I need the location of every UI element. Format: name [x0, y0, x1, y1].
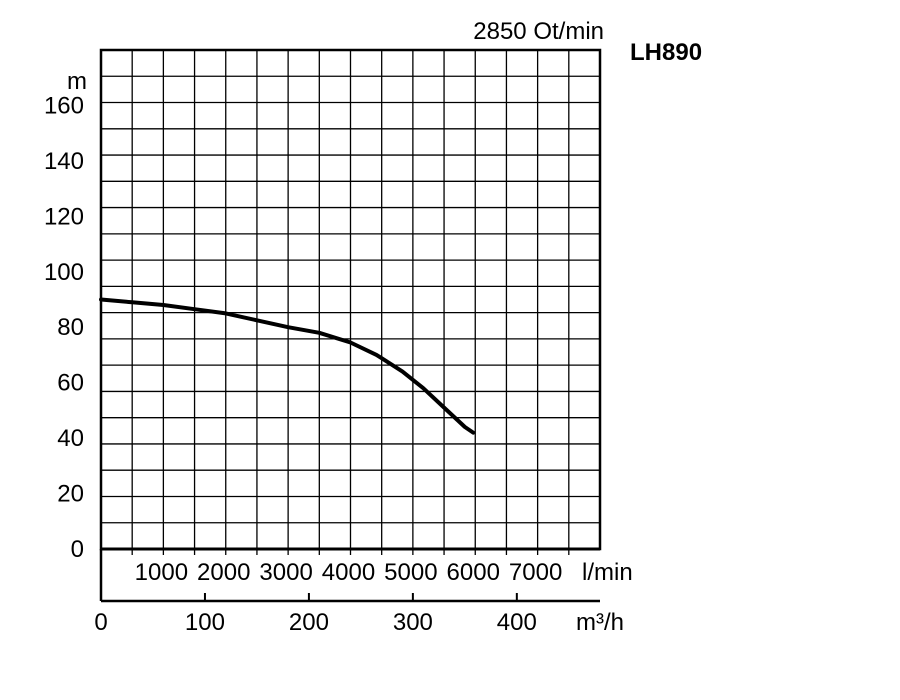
y-tick-label: 40: [57, 425, 84, 452]
y-tick-label: 0: [71, 536, 84, 563]
m3h-tick-label: 200: [289, 609, 329, 636]
lmin-tick-label: 1000: [135, 559, 188, 586]
lmin-tick-label: 7000: [509, 559, 562, 586]
m3h-tick-label: 400: [497, 609, 537, 636]
y-tick-labels: 0 20 40 60 80 100 120 140 160: [44, 92, 84, 563]
y-tick-label: 80: [57, 314, 84, 341]
m3h-tick-label: 100: [185, 609, 225, 636]
m3h-tick-labels: 0 100 200 300 400: [94, 609, 537, 636]
y-tick-label: 20: [57, 481, 84, 508]
lmin-tick-labels: 1000 2000 3000 4000 5000 6000 7000: [135, 559, 563, 586]
lmin-tick-label: 4000: [322, 559, 375, 586]
model-label: LH890: [630, 39, 702, 66]
y-tick-label: 60: [57, 370, 84, 397]
lmin-tick-label: 5000: [384, 559, 437, 586]
y-tick-label: 120: [44, 203, 84, 230]
m3h-unit-label: m³/h: [576, 609, 624, 636]
y-tick-label: 140: [44, 148, 84, 175]
lmin-tick-label: 6000: [447, 559, 500, 586]
lmin-unit-label: l/min: [582, 559, 633, 586]
lmin-tick-label: 2000: [197, 559, 250, 586]
lmin-tick-label: 3000: [259, 559, 312, 586]
speed-label: 2850 Ot/min: [473, 18, 604, 45]
y-tick-label: 160: [44, 92, 84, 119]
m3h-tick-label: 300: [393, 609, 433, 636]
grid: [101, 50, 600, 555]
y-tick-label: 100: [44, 259, 84, 286]
m3h-tick-marks: [100, 593, 518, 601]
m3h-tick-label: 0: [94, 609, 107, 636]
head-flow-curve: [99, 297, 476, 435]
y-unit-label: m: [67, 68, 87, 95]
